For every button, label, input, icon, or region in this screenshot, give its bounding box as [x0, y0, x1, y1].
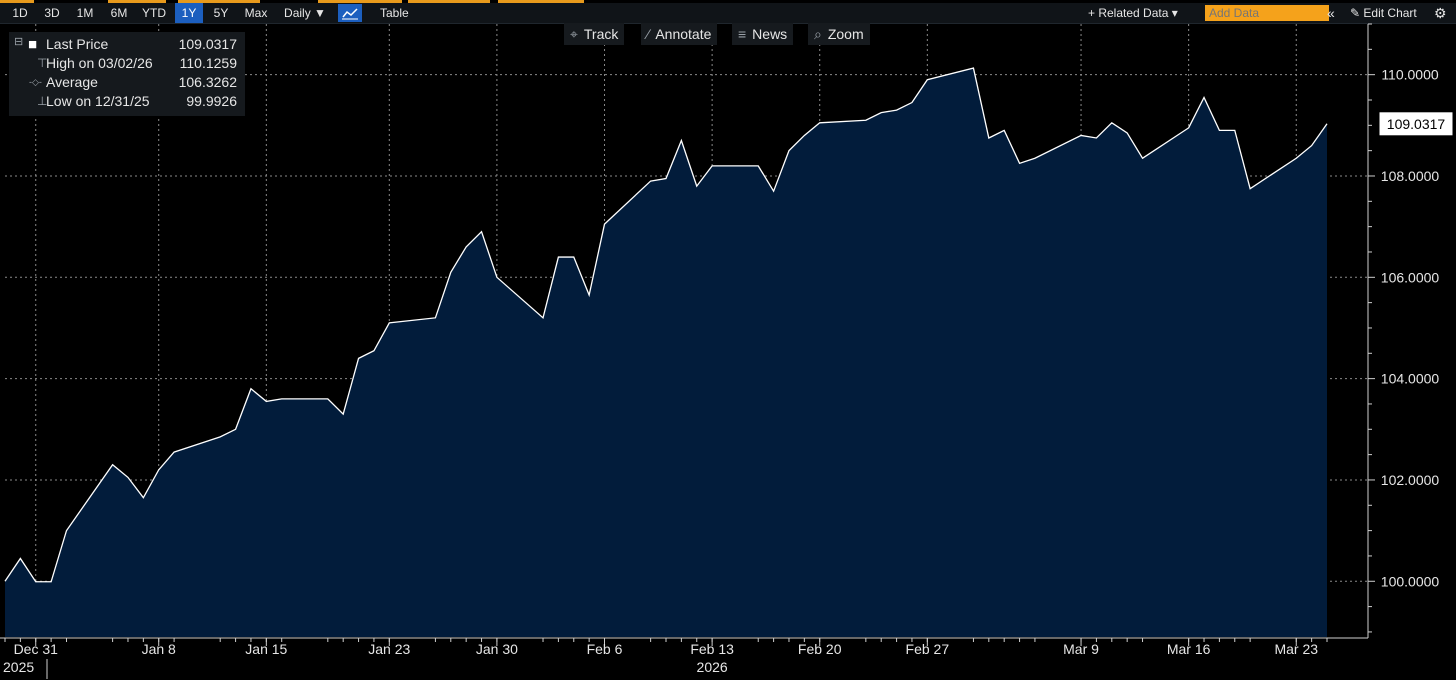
- news-icon: ≡: [738, 26, 747, 42]
- range-button-max[interactable]: Max: [244, 6, 268, 20]
- y-tick-label: 108.0000: [1381, 168, 1440, 184]
- tab-fragment[interactable]: [108, 0, 166, 3]
- related-data-button[interactable]: + Related Data ▾: [1088, 6, 1178, 20]
- news-button[interactable]: ≡ News: [732, 23, 794, 45]
- y-tick-label: 100.0000: [1381, 573, 1440, 589]
- tab-fragment[interactable]: [0, 0, 34, 3]
- last-price-badge: [1379, 112, 1453, 136]
- range-button-1y[interactable]: 1Y: [175, 3, 203, 23]
- tab-fragment[interactable]: [178, 0, 260, 3]
- table-button[interactable]: Table: [380, 6, 409, 20]
- pencil-icon: ∕: [647, 26, 650, 42]
- legend-value: 106.3262: [178, 74, 237, 90]
- tab-fragment[interactable]: [498, 0, 584, 3]
- top-strip: [0, 0, 1456, 4]
- x-tick-label: Feb 13: [690, 641, 734, 657]
- legend-collapse-icon[interactable]: ⊟: [14, 36, 24, 48]
- tab-fragment[interactable]: [408, 0, 490, 3]
- x-tick-label: Feb 27: [906, 641, 950, 657]
- gear-icon[interactable]: ⚙: [1434, 5, 1447, 21]
- line-chart-icon[interactable]: [338, 4, 362, 22]
- high-marker-icon: ⊤: [37, 56, 48, 70]
- legend-row-average: -◇- Average 106.3262: [9, 73, 245, 92]
- legend-label: Last Price: [46, 36, 109, 52]
- y-tick-label: 106.0000: [1381, 269, 1440, 285]
- range-button-1m[interactable]: 1M: [76, 6, 94, 20]
- legend-value: 110.1259: [179, 55, 237, 71]
- range-button-3d[interactable]: 3D: [44, 6, 60, 20]
- x-tick-label: Jan 23: [368, 641, 410, 657]
- average-marker-icon: -◇-: [29, 77, 42, 87]
- x-tick-label: Mar 16: [1167, 641, 1211, 657]
- y-axis: 100.0000 102.0000 104.0000 106.0000 108.0000…: [1367, 23, 1453, 638]
- year-label: 2026: [697, 659, 728, 675]
- legend-value: 99.9926: [186, 93, 237, 109]
- x-tick-label: Jan 15: [245, 641, 287, 657]
- x-tick-label: Feb 20: [798, 641, 842, 657]
- edit-chart-button[interactable]: ✎ Edit Chart: [1350, 6, 1417, 20]
- crosshair-icon: ⌖: [570, 26, 578, 42]
- add-data-input[interactable]: [1205, 5, 1329, 21]
- x-tick-label: Dec 31: [14, 641, 59, 657]
- annotate-button[interactable]: ∕ Annotate: [641, 23, 718, 45]
- track-button[interactable]: ⌖ Track: [564, 23, 625, 45]
- legend: ⊟ ■ Last Price 109.0317 ⊤ High on 03/02/…: [9, 32, 245, 116]
- legend-row-low: ⊥ Low on 12/31/25 99.9926: [9, 92, 245, 111]
- range-button-5y[interactable]: 5Y: [213, 6, 229, 20]
- last-price-label: 109.0317: [1387, 116, 1446, 132]
- price-area: [5, 68, 1327, 638]
- range-button-ytd[interactable]: YTD: [142, 6, 166, 20]
- price-line: [4, 67, 1328, 583]
- legend-row-high: ⊤ High on 03/02/26 110.1259: [9, 54, 245, 73]
- low-marker-icon: ⊥: [37, 94, 48, 108]
- x-tick-label: Mar 23: [1274, 641, 1318, 657]
- legend-label: Average: [46, 74, 98, 90]
- zoom-button[interactable]: ⌕ Zoom: [808, 23, 870, 45]
- chart-toolbar: 1D 3D 1M 6M YTD 1Y 5Y Max Daily ▼ Table + Relat…: [0, 3, 1456, 24]
- y-tick-label: 110.0000: [1381, 67, 1439, 83]
- x-tick-label: Feb 6: [587, 641, 623, 657]
- x-axis: Dec 31 Jan 8 Jan 15 Jan 23 Jan 30 Feb 6 Feb 13…: [0, 637, 1368, 679]
- legend-label: Low on 12/31/25: [46, 93, 150, 109]
- legend-label: High on 03/02/26: [46, 55, 153, 71]
- y-tick-label: 102.0000: [1381, 472, 1440, 488]
- collapse-icon[interactable]: «: [1327, 5, 1335, 21]
- x-tick-label: Mar 9: [1063, 641, 1099, 657]
- range-button-1d[interactable]: 1D: [12, 6, 28, 20]
- legend-value: 109.0317: [178, 36, 237, 52]
- range-button-6m[interactable]: 6M: [110, 6, 128, 20]
- last-price-swatch-icon: ■: [28, 36, 38, 53]
- x-tick-label: Jan 8: [142, 641, 176, 657]
- frequency-dropdown[interactable]: Daily ▼: [284, 6, 326, 20]
- magnifier-icon: ⌕: [814, 26, 822, 42]
- year-label: 2025: [3, 659, 34, 675]
- y-tick-label: 104.0000: [1381, 371, 1440, 387]
- x-tick-label: Jan 30: [476, 641, 518, 657]
- tab-fragment[interactable]: [318, 0, 402, 3]
- legend-row-last-price: ■ Last Price 109.0317: [9, 35, 245, 54]
